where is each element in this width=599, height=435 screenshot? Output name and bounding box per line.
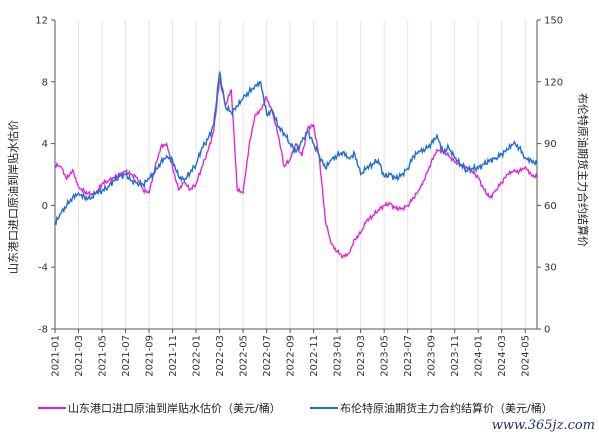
- x-tick-label: 2021-05: [98, 335, 109, 377]
- x-tick-label: 2023-07: [403, 335, 414, 377]
- x-axis-ticks: 2021-01 2021-03 2021-05 2021-07 2021-09 2021-…: [51, 329, 532, 377]
- x-tick-label: 2022-05: [239, 335, 250, 377]
- left-tick-label: 4: [42, 139, 48, 150]
- right-tick-label: 90: [544, 139, 557, 150]
- right-tick-label: 30: [544, 263, 557, 274]
- legend: 山东港口进口原油到岸贴水估价（美元/桶） 布伦特原油期货主力合约结算价（美元/桶…: [38, 401, 553, 415]
- x-tick-label: 2022-03: [215, 335, 226, 377]
- series-line-blue: [54, 71, 538, 226]
- left-axis-title: 山东港口进口原油到岸贴水估价: [6, 120, 20, 274]
- x-tick-label: 2022-01: [192, 335, 203, 377]
- left-tick-label: 0: [42, 201, 48, 212]
- x-tick-label: 2021-09: [145, 335, 156, 377]
- left-axis-ticks: -8 -4 0 4 8 12: [35, 16, 55, 336]
- series-brent-settlement: [54, 71, 538, 226]
- x-tick-label: 2024-03: [497, 335, 508, 377]
- left-tick-label: -8: [38, 325, 48, 336]
- left-tick-label: -4: [38, 263, 48, 274]
- right-axis-ticks: 0 30 60 90 120 150: [537, 16, 563, 336]
- left-tick-label: 12: [35, 16, 48, 27]
- x-tick-label: 2021-03: [74, 335, 85, 377]
- x-tick-label: 2022-09: [286, 335, 297, 377]
- right-tick-label: 120: [544, 77, 563, 88]
- x-tick-label: 2023-05: [380, 335, 391, 377]
- plot-frame: [54, 20, 538, 330]
- x-tick-label: 2022-07: [262, 335, 273, 377]
- x-tick-label: 2021-11: [168, 335, 179, 377]
- x-tick-label: 2021-07: [121, 335, 132, 377]
- x-tick-label: 2021-01: [51, 335, 62, 377]
- x-tick-label: 2024-01: [474, 335, 485, 377]
- x-tick-label: 2023-03: [356, 335, 367, 377]
- right-tick-label: 60: [544, 201, 557, 212]
- right-tick-label: 150: [544, 16, 563, 27]
- x-tick-label: 2023-11: [450, 335, 461, 377]
- right-axis-title: 布伦特原油期货主力合约结算价: [576, 93, 590, 247]
- watermark-text: www.365jz.com: [492, 418, 595, 433]
- legend-label-magenta: 山东港口进口原油到岸贴水估价（美元/桶）: [68, 401, 281, 415]
- x-tick-label: 2023-09: [427, 335, 438, 377]
- x-tick-label: 2022-11: [309, 335, 320, 377]
- left-tick-label: 8: [42, 77, 48, 88]
- right-tick-label: 0: [544, 325, 550, 336]
- x-tick-label: 2023-01: [333, 335, 344, 377]
- legend-label-blue: 布伦特原油期货主力合约结算价（美元/桶）: [340, 401, 553, 415]
- x-tick-label: 2024-05: [521, 335, 532, 377]
